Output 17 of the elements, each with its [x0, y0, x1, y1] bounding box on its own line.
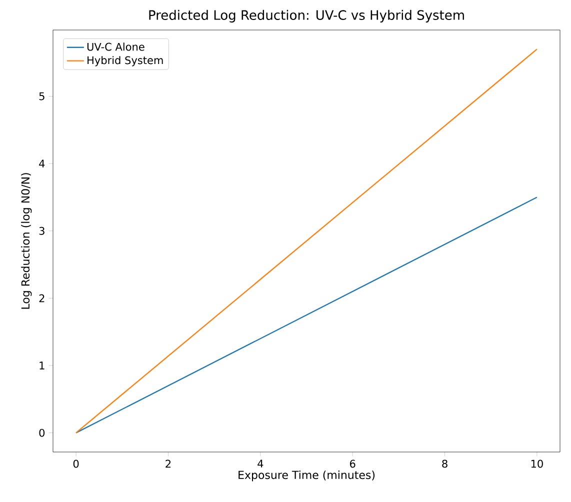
x-tick-label: 6	[350, 460, 356, 468]
y-tick-label: 0	[39, 428, 45, 437]
y-tick-label: 1	[40, 362, 44, 370]
legend-label: UV-C Alone	[87, 42, 144, 51]
x-tick-label: 10	[531, 460, 543, 468]
y-tick-label: 3	[39, 226, 44, 235]
x-tick-label: 4	[258, 460, 264, 468]
chart-title: Predicted Log Reduction: UV-C vs Hybrid System	[149, 10, 464, 22]
x-tick-label: 8	[442, 460, 448, 468]
y-tick-label: 5	[39, 92, 44, 100]
y-tick-label: 4	[39, 160, 45, 168]
x-tick-label: 0	[73, 460, 79, 468]
x-tick-label: 2	[166, 460, 171, 468]
y-axis-title: Log Reduction (log N0/N)	[21, 173, 32, 309]
x-axis-title: Exposure Time (minutes)	[238, 470, 375, 482]
y-tick-label: 2	[39, 294, 44, 302]
legend-label: Hybrid System	[88, 56, 163, 66]
